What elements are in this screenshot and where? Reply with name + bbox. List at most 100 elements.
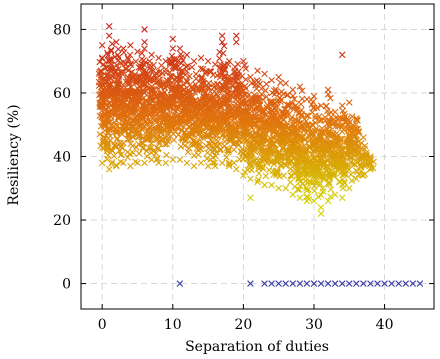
data-point bbox=[350, 146, 358, 154]
data-point bbox=[339, 184, 347, 192]
data-point bbox=[203, 93, 210, 101]
x-tick-label: 40 bbox=[376, 317, 394, 333]
data-point bbox=[309, 138, 317, 145]
data-point bbox=[317, 191, 325, 199]
data-point bbox=[129, 149, 137, 157]
data-point bbox=[120, 68, 127, 76]
data-point bbox=[214, 80, 221, 88]
data-point bbox=[252, 123, 260, 131]
data-point bbox=[148, 87, 155, 94]
data-point bbox=[331, 191, 339, 198]
data-point bbox=[99, 61, 107, 68]
data-point bbox=[139, 63, 146, 71]
data-point bbox=[108, 40, 116, 48]
data-point bbox=[224, 90, 231, 98]
y-tick-label: 60 bbox=[53, 86, 71, 102]
data-point bbox=[98, 42, 106, 49]
data-point bbox=[353, 115, 360, 122]
data-point bbox=[209, 148, 217, 156]
data-point bbox=[225, 134, 233, 142]
data-point bbox=[265, 166, 273, 174]
data-point bbox=[359, 145, 366, 153]
data-point bbox=[241, 96, 249, 104]
data-point bbox=[138, 50, 146, 57]
data-point bbox=[295, 186, 303, 193]
data-point bbox=[338, 151, 346, 158]
data-point bbox=[135, 150, 143, 157]
data-point bbox=[152, 149, 160, 157]
data-point bbox=[345, 99, 353, 106]
data-point bbox=[214, 138, 222, 145]
data-point bbox=[209, 112, 217, 119]
zero-point bbox=[353, 280, 360, 287]
data-point bbox=[183, 67, 191, 75]
data-point bbox=[119, 144, 126, 152]
data-point bbox=[327, 113, 335, 121]
data-point bbox=[167, 74, 175, 81]
data-point bbox=[223, 153, 230, 161]
data-point bbox=[190, 138, 197, 145]
data-point bbox=[97, 74, 105, 81]
data-point bbox=[298, 110, 306, 118]
data-point bbox=[140, 113, 148, 121]
data-point bbox=[348, 113, 356, 120]
data-point bbox=[366, 160, 374, 167]
data-point bbox=[102, 77, 110, 85]
data-point bbox=[127, 61, 135, 69]
data-point bbox=[237, 81, 244, 88]
data-point bbox=[140, 144, 147, 151]
data-point bbox=[217, 119, 225, 126]
data-point bbox=[360, 172, 367, 179]
data-point bbox=[247, 160, 254, 167]
data-point bbox=[324, 197, 332, 205]
data-point bbox=[132, 87, 140, 95]
data-point bbox=[117, 68, 124, 76]
data-point bbox=[96, 58, 103, 66]
data-point bbox=[338, 194, 346, 202]
data-point bbox=[280, 172, 287, 179]
data-point bbox=[350, 152, 358, 160]
outlier-point bbox=[105, 22, 113, 30]
data-point bbox=[311, 114, 319, 122]
data-point bbox=[254, 98, 262, 105]
data-point bbox=[211, 61, 219, 68]
data-point bbox=[204, 114, 211, 122]
data-point bbox=[103, 132, 110, 139]
data-point bbox=[172, 62, 179, 69]
zero-point bbox=[261, 280, 268, 287]
zero-point bbox=[402, 280, 410, 287]
zero-point bbox=[324, 280, 332, 287]
data-point bbox=[304, 147, 311, 154]
data-point bbox=[141, 45, 148, 52]
data-point bbox=[134, 159, 141, 167]
data-point bbox=[133, 95, 140, 103]
data-point bbox=[218, 38, 226, 46]
data-point bbox=[253, 106, 260, 113]
data-point bbox=[167, 121, 174, 129]
data-point bbox=[266, 157, 273, 164]
data-point bbox=[302, 117, 310, 125]
data-point bbox=[274, 168, 281, 176]
data-point bbox=[252, 121, 259, 129]
data-point bbox=[279, 137, 287, 145]
data-point bbox=[273, 137, 281, 145]
data-point bbox=[291, 136, 298, 143]
data-point bbox=[358, 150, 366, 158]
data-point bbox=[124, 148, 131, 156]
data-point bbox=[301, 152, 308, 160]
zero-point bbox=[296, 280, 304, 287]
data-point bbox=[146, 117, 154, 125]
y-tick-label: 20 bbox=[53, 213, 71, 229]
data-point bbox=[367, 165, 374, 173]
data-point bbox=[232, 133, 240, 141]
data-point bbox=[186, 72, 193, 80]
data-point bbox=[310, 92, 318, 100]
data-point bbox=[105, 165, 113, 173]
data-point bbox=[105, 32, 113, 40]
data-point bbox=[107, 46, 115, 54]
data-point bbox=[152, 131, 160, 138]
data-point bbox=[244, 166, 251, 174]
data-point bbox=[302, 165, 309, 173]
data-point bbox=[183, 51, 191, 59]
data-point bbox=[220, 63, 228, 70]
